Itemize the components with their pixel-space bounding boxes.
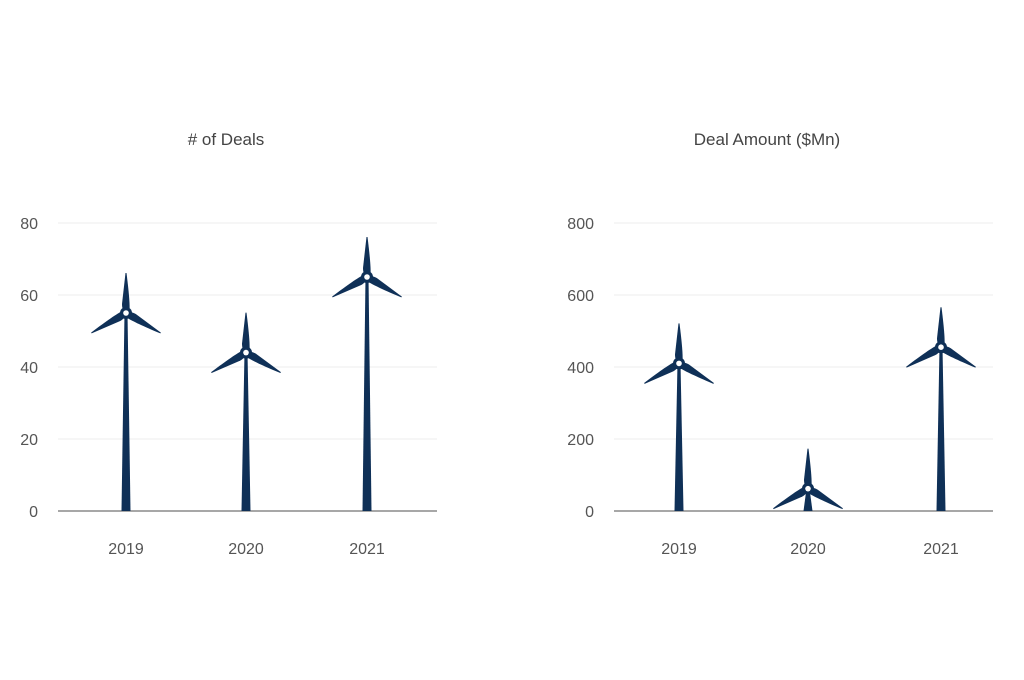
y-tick-label: 200 <box>567 432 594 449</box>
x-tick-label: 2021 <box>349 541 385 558</box>
y-tick-labels: 0 20 40 60 80 <box>20 216 38 521</box>
x-tick-label: 2020 <box>228 541 264 558</box>
gridlines <box>614 222 993 440</box>
turbine-mark-2019 <box>91 273 161 511</box>
x-tick-label: 2019 <box>661 541 697 558</box>
y-tick-label: 0 <box>29 504 38 521</box>
y-tick-label: 40 <box>20 360 38 377</box>
turbine-marks <box>644 307 976 511</box>
y-tick-label: 800 <box>567 216 594 233</box>
y-tick-labels: 0 200 400 600 800 <box>567 216 594 521</box>
y-tick-label: 600 <box>567 288 594 305</box>
turbine-mark-2020 <box>773 448 843 511</box>
chart-title: Deal Amount ($Mn) <box>694 130 840 149</box>
y-tick-label: 0 <box>585 504 594 521</box>
x-tick-label: 2020 <box>790 541 826 558</box>
y-tick-label: 400 <box>567 360 594 377</box>
turbine-marks <box>91 237 402 511</box>
turbine-mark-2021 <box>332 237 402 511</box>
x-tick-labels: 2019 2020 2021 <box>108 541 385 558</box>
x-tick-label: 2021 <box>923 541 959 558</box>
y-tick-label: 60 <box>20 288 38 305</box>
turbine-mark-2020 <box>211 312 281 511</box>
chart-title: # of Deals <box>188 130 265 149</box>
x-tick-label: 2019 <box>108 541 144 558</box>
chart-deal-amount: Deal Amount ($Mn) 0 200 400 600 800 2019 2020… <box>567 130 993 558</box>
turbine-mark-2019 <box>644 323 714 511</box>
chart-deals-count: # of Deals 0 20 40 60 80 2019 2020 2021 <box>20 130 437 558</box>
y-tick-label: 80 <box>20 216 38 233</box>
y-tick-label: 20 <box>20 432 38 449</box>
x-tick-labels: 2019 2020 2021 <box>661 541 959 558</box>
turbine-mark-2021 <box>906 307 976 511</box>
